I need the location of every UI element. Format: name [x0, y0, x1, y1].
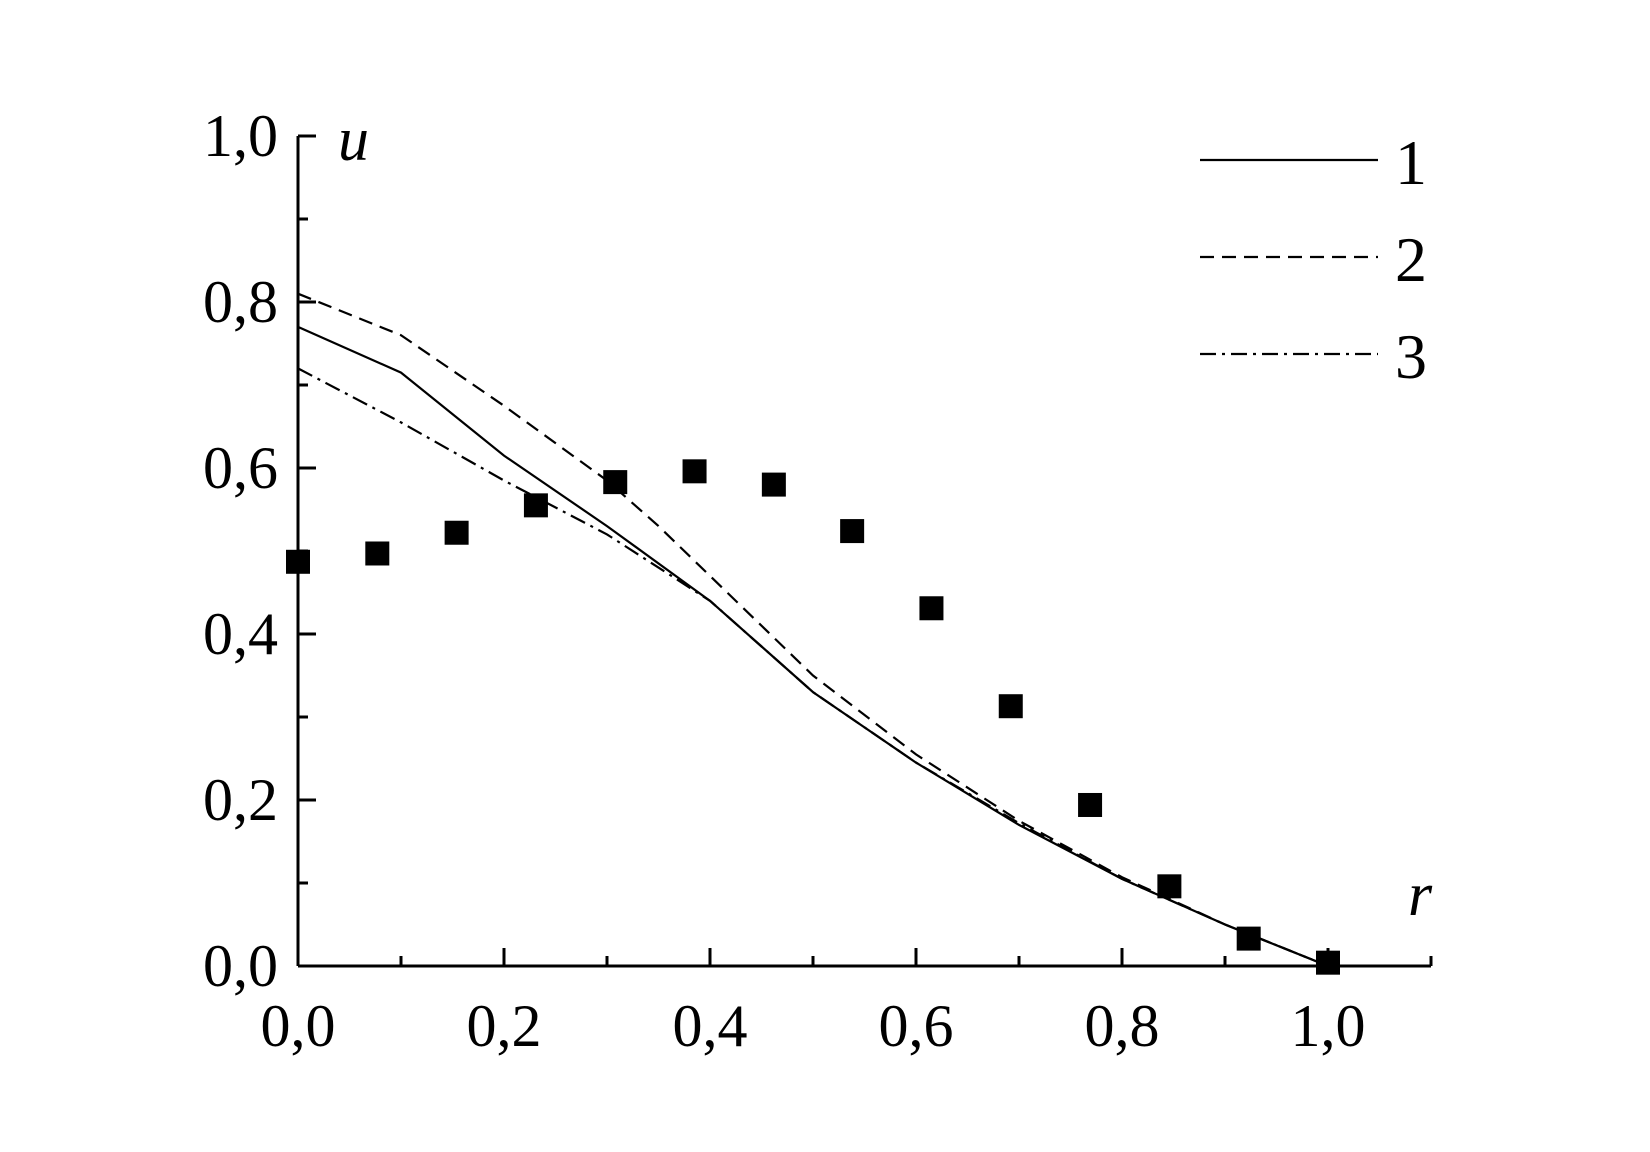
data-point [919, 596, 944, 621]
data-point [365, 541, 390, 566]
y-tick-label: 1,0 [203, 103, 278, 169]
legend-label: 2 [1395, 224, 1427, 295]
data-point [286, 549, 310, 574]
x-tick-label: 0,4 [673, 993, 748, 1059]
x-tick-label: 0,6 [879, 993, 954, 1059]
data-point [761, 472, 786, 497]
y-tick-label: 0,2 [203, 767, 278, 833]
legend-label: 1 [1395, 127, 1427, 198]
y-tick-label: 0,6 [203, 435, 278, 501]
data-point [998, 694, 1023, 719]
x-tick-label: 0,2 [467, 993, 542, 1059]
series-line-3 [297, 367, 1329, 968]
axes: 0,0 0,2 0,4 0,6 0,8 1,0 0,0 0,2 0,4 0,6 0,8 1,0 [203, 103, 1433, 1059]
series-lines [297, 292, 1329, 968]
series-line-1 [297, 325, 1329, 968]
y-axis-label: u [338, 106, 369, 174]
legend-label: 3 [1395, 321, 1427, 392]
x-axis-label: r [1408, 861, 1433, 929]
data-point [682, 459, 707, 484]
data-point [444, 520, 469, 545]
data-point [523, 493, 548, 518]
y-tick-label: 0,4 [203, 601, 278, 667]
series-line-2 [297, 292, 1329, 968]
x-tick-label: 0,8 [1085, 993, 1160, 1059]
legend: 1 2 3 [1200, 127, 1427, 392]
x-tick-label: 1,0 [1291, 993, 1366, 1059]
y-tick-label: 0,0 [203, 933, 278, 999]
series-markers [286, 459, 1340, 975]
y-tick-label: 0,8 [203, 269, 278, 335]
data-point [840, 519, 865, 544]
data-point [1078, 792, 1103, 817]
data-point [1157, 874, 1182, 899]
data-point [1316, 950, 1340, 975]
x-tick-label: 0,0 [261, 993, 336, 1059]
data-point [603, 470, 628, 495]
data-point [1236, 926, 1261, 951]
